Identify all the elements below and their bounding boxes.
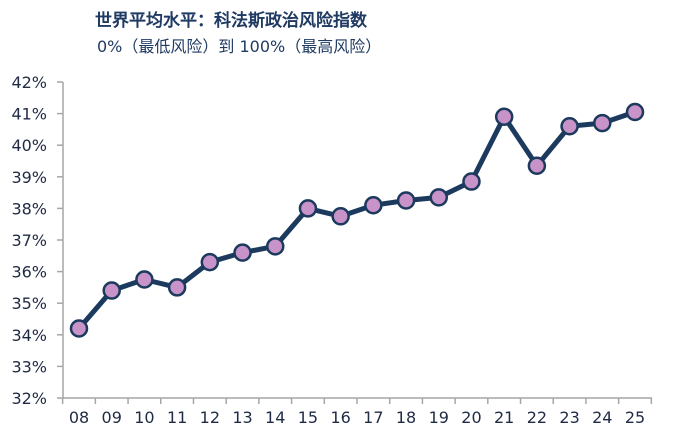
data-point [396, 191, 416, 210]
data-point [527, 156, 547, 175]
x-tick-label: 13 [232, 408, 252, 427]
x-tick-label: 15 [298, 408, 318, 427]
x-tick-label: 22 [527, 408, 547, 427]
data-point [429, 188, 449, 207]
y-tick-label: 42% [11, 73, 47, 92]
y-tick-label: 33% [11, 357, 47, 376]
x-tick-label: 20 [461, 408, 481, 427]
data-point [494, 107, 514, 127]
data-point [560, 116, 579, 136]
y-tick-label: 32% [11, 389, 47, 408]
x-tick-label: 12 [200, 408, 220, 427]
chart-title: 世界平均水平：科法斯政治风险指数 [95, 11, 367, 31]
y-tick-label: 38% [11, 199, 47, 218]
x-axis: 08 09 10 11 12 13 14 15 16 17 18 19 20 21 22 23 24 25 [61, 397, 653, 427]
data-point [331, 207, 350, 226]
x-tick-label: 21 [494, 408, 514, 427]
x-tick-label: 17 [363, 408, 383, 427]
data-point [298, 199, 318, 218]
data-point [265, 237, 285, 256]
x-tick-label: 14 [265, 408, 285, 427]
x-tick-label: 10 [134, 408, 154, 427]
x-tick-label: 18 [396, 408, 416, 427]
x-tick-label: 08 [69, 408, 89, 427]
data-point [625, 102, 645, 122]
y-tick-label: 35% [11, 294, 47, 313]
y-tick-label: 39% [11, 168, 47, 187]
series-line [76, 109, 638, 331]
x-tick-label: 09 [102, 408, 122, 427]
data-point [69, 319, 89, 338]
x-tick-label: 11 [167, 408, 187, 427]
chart-subtitle: 0%（最低风险）到 100%（最高风险） [97, 37, 382, 56]
y-tick-label: 36% [11, 263, 47, 282]
y-tick-label: 37% [11, 231, 47, 250]
y-tick-label: 41% [11, 105, 47, 124]
data-point [233, 243, 252, 262]
data-point [462, 172, 481, 191]
data-point [200, 252, 220, 272]
data-point [102, 281, 121, 300]
x-tick-label: 23 [559, 408, 579, 427]
x-tick-label: 24 [592, 408, 612, 427]
x-tick-label: 25 [625, 408, 645, 427]
series-group [69, 102, 645, 338]
data-point [364, 195, 383, 215]
data-point [167, 278, 187, 297]
data-point [135, 270, 154, 289]
y-tick-label: 40% [11, 136, 47, 155]
y-axis: 32% 33% 34% 35% 36% 37% 38% 39% 40% 41% 42% [11, 73, 64, 408]
y-tick-label: 34% [11, 326, 47, 345]
x-tick-label: 19 [429, 408, 449, 427]
x-tick-label: 16 [330, 408, 350, 427]
data-point [593, 113, 612, 133]
